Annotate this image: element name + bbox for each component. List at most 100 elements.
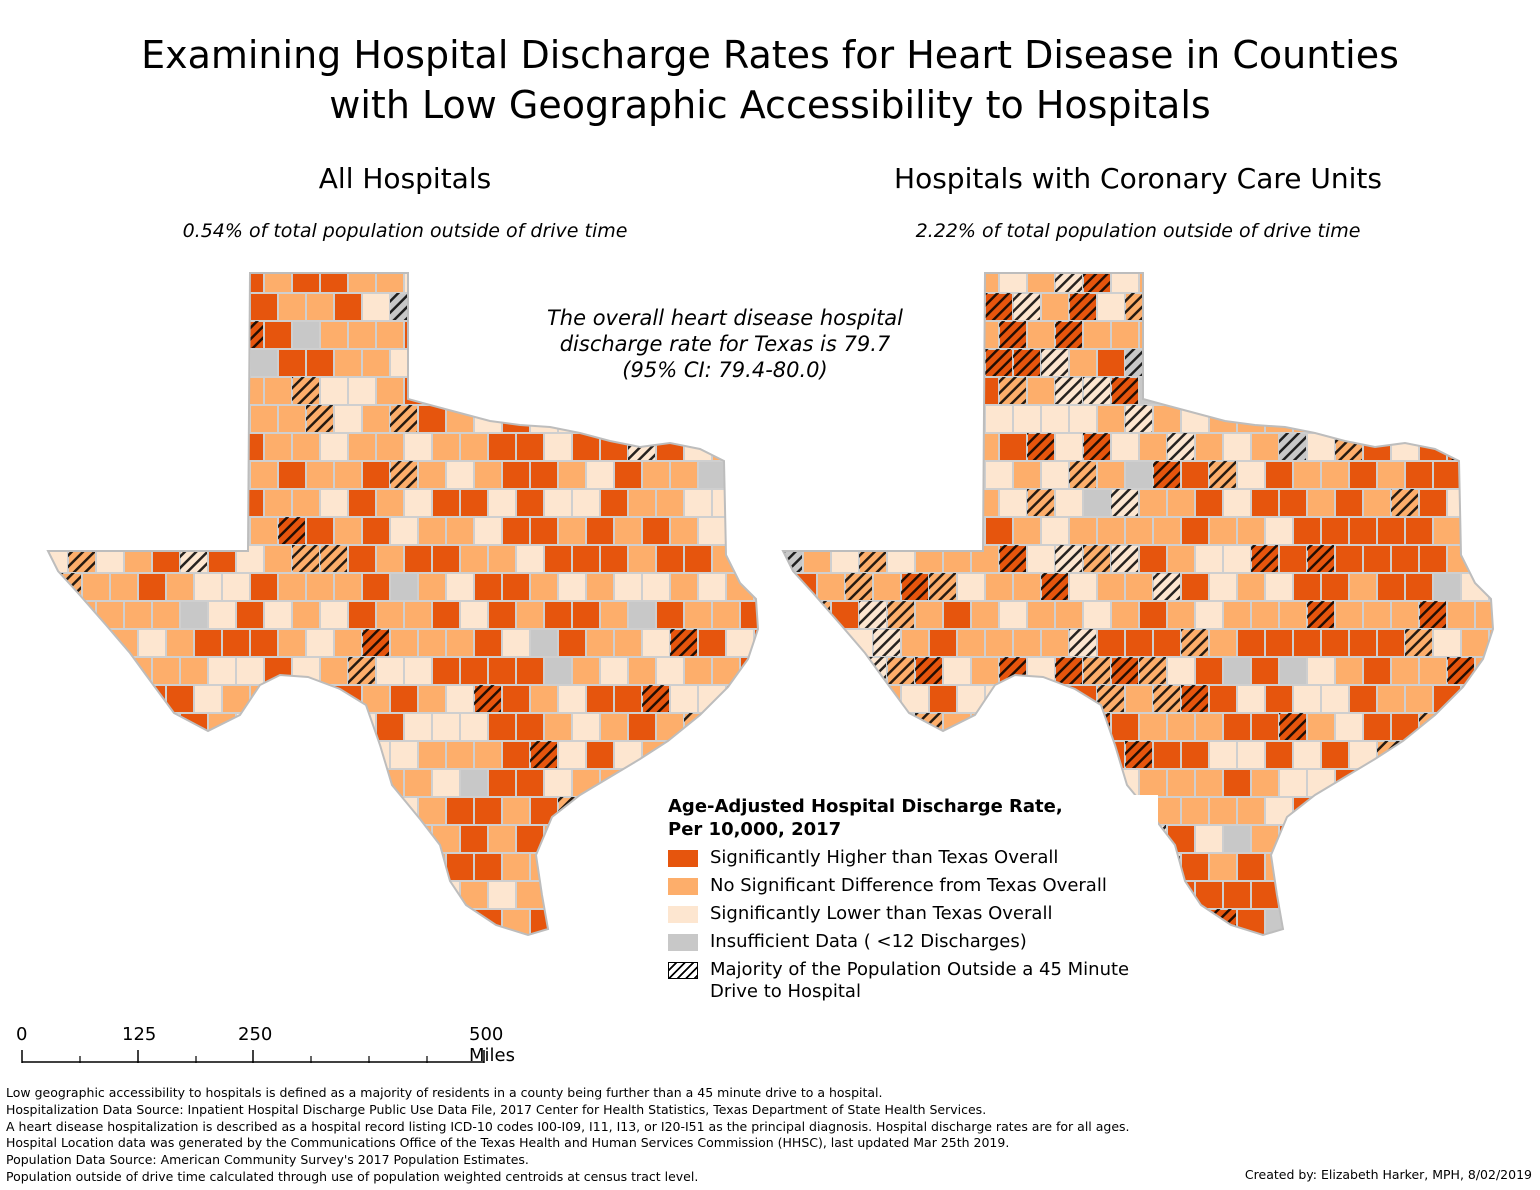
county: [305, 572, 335, 602]
county: [207, 712, 237, 742]
county-outside-drive-time: [1153, 573, 1181, 601]
county: [445, 628, 475, 658]
county: [403, 880, 433, 910]
county: [179, 488, 209, 518]
county: [1334, 656, 1364, 686]
county: [571, 824, 601, 854]
county: [956, 348, 986, 378]
county: [193, 516, 223, 546]
county: [1432, 404, 1462, 434]
county: [263, 273, 293, 294]
county: [1460, 572, 1490, 602]
county: [1320, 460, 1350, 490]
county: [984, 460, 1014, 490]
county: [830, 432, 860, 462]
county-outside-drive-time: [1153, 461, 1181, 489]
legend-label-lower: Significantly Lower than Texas Overall: [710, 903, 1053, 924]
county: [347, 880, 377, 910]
county-outside-drive-time: [166, 909, 194, 935]
county: [333, 292, 363, 322]
county: [109, 796, 139, 826]
county: [753, 516, 758, 546]
county: [1278, 320, 1308, 350]
county: [571, 600, 601, 630]
swatch-higher: [668, 850, 698, 867]
county: [193, 348, 223, 378]
county: [802, 712, 832, 742]
county: [165, 292, 195, 322]
county: [1474, 824, 1493, 854]
county: [942, 600, 972, 630]
county: [305, 908, 335, 935]
county: [1306, 712, 1336, 742]
footnote-5: Population Data Source: American Communi…: [6, 1152, 529, 1168]
county-outside-drive-time: [859, 601, 887, 629]
county: [53, 684, 83, 714]
county: [1250, 488, 1280, 518]
county: [1404, 572, 1434, 602]
county: [1110, 320, 1140, 350]
county: [53, 852, 83, 882]
county: [417, 460, 447, 490]
county: [445, 908, 475, 935]
county: [1236, 348, 1266, 378]
county-outside-drive-time: [1125, 405, 1153, 433]
county: [788, 628, 818, 658]
county: [1236, 460, 1266, 490]
county: [165, 460, 195, 490]
county: [886, 712, 916, 742]
county: [277, 796, 307, 826]
county: [95, 712, 125, 742]
county: [858, 488, 888, 518]
county: [1432, 348, 1462, 378]
county-outside-drive-time: [1363, 321, 1391, 349]
county-outside-drive-time: [320, 545, 348, 573]
county: [1152, 740, 1182, 770]
county: [179, 600, 209, 630]
county: [970, 544, 1000, 574]
county-outside-drive-time: [1279, 713, 1307, 741]
county-outside-drive-time: [1447, 657, 1475, 685]
county: [628, 937, 656, 955]
county-outside-drive-time: [1069, 629, 1097, 657]
county-outside-drive-time: [1111, 545, 1139, 573]
county: [319, 488, 349, 518]
county: [1236, 684, 1266, 714]
county: [81, 796, 111, 826]
main-title-line1: Examining Hospital Discharge Rates for H…: [141, 33, 1399, 77]
county: [1348, 572, 1378, 602]
county: [816, 628, 846, 658]
county-outside-drive-time: [1083, 545, 1111, 573]
county: [1334, 880, 1364, 910]
county: [109, 852, 139, 882]
county: [235, 824, 265, 854]
county: [641, 628, 671, 658]
county: [697, 572, 727, 602]
county: [1124, 628, 1154, 658]
county: [571, 768, 601, 798]
county: [1096, 572, 1126, 602]
county: [599, 880, 629, 910]
county-outside-drive-time: [390, 405, 418, 433]
state-outline: [781, 272, 1495, 937]
county: [543, 824, 573, 854]
county: [263, 768, 293, 798]
county: [788, 516, 818, 546]
county: [473, 628, 503, 658]
county: [984, 684, 1014, 714]
county: [1460, 348, 1490, 378]
county-outside-drive-time: [48, 517, 54, 545]
county: [1208, 740, 1238, 770]
county: [431, 880, 461, 910]
county: [872, 572, 902, 602]
legend-item-hatch: Majority of the Population Outside a 45 …: [668, 959, 1158, 1003]
county: [1320, 516, 1350, 546]
swatch-lower: [668, 906, 698, 923]
county: [669, 572, 699, 602]
county: [655, 488, 685, 518]
county: [1167, 937, 1195, 955]
county: [1488, 852, 1493, 882]
county: [473, 852, 503, 882]
county: [277, 572, 307, 602]
county: [81, 348, 111, 378]
